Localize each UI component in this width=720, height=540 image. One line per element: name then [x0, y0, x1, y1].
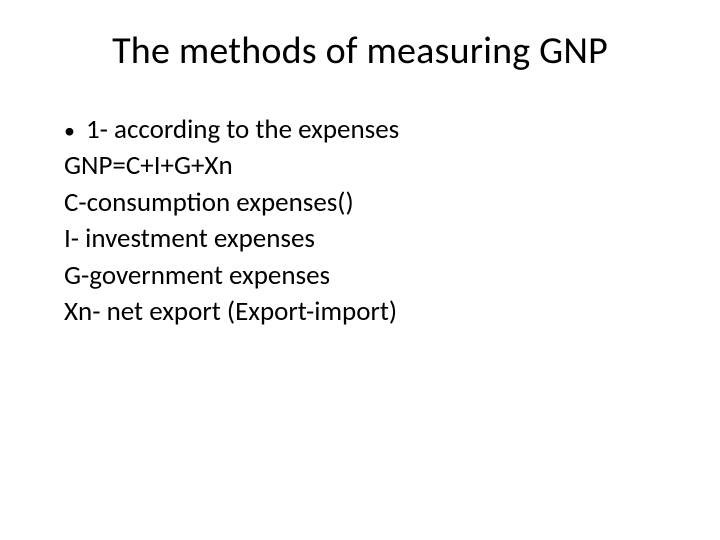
bullet-line: • 1- according to the expenses — [64, 112, 670, 148]
body-line-3: I- investment expenses — [64, 221, 670, 257]
body-line-0: 1- according to the expenses — [86, 112, 399, 148]
body-line-4: G-government expenses — [64, 258, 670, 294]
body-line-2: C-consumption expenses() — [64, 185, 670, 221]
slide-body: • 1- according to the expenses GNP=C+I+G… — [50, 112, 670, 331]
body-line-5: Xn- net export (Export-import) — [64, 294, 670, 330]
slide-title: The methods of measuring GNP — [50, 28, 670, 74]
slide-container: The methods of measuring GNP • 1- accord… — [0, 0, 720, 540]
bullet-icon: • — [64, 116, 86, 146]
body-line-1: GNP=C+I+G+Xn — [64, 148, 670, 184]
